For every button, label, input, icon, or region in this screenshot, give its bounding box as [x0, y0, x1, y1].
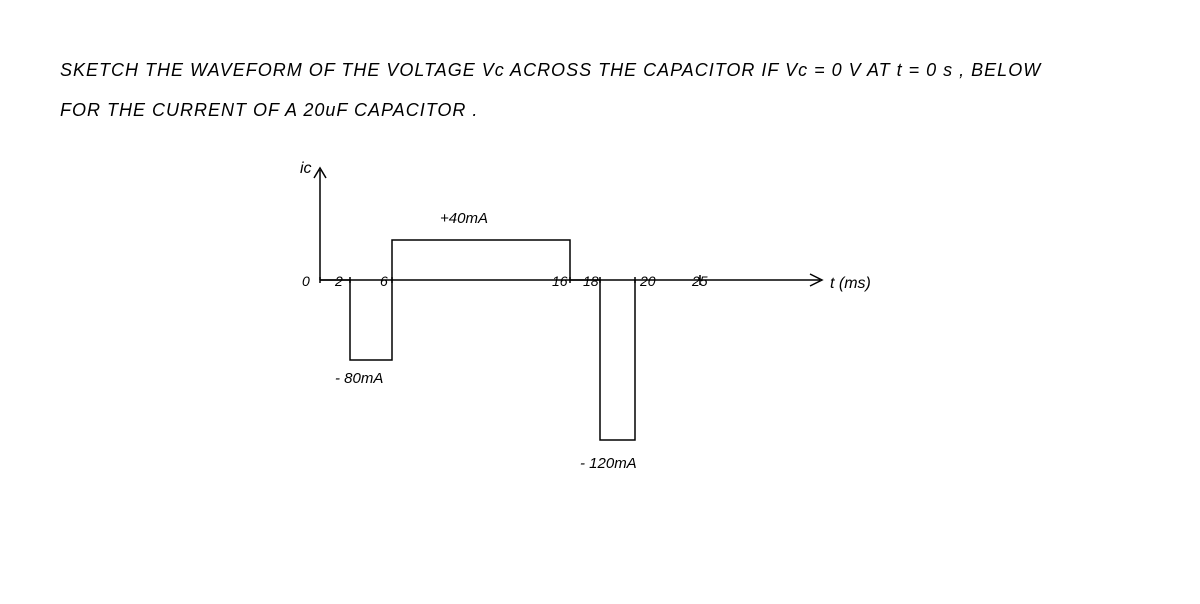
label-pos-40ma: +40mA [440, 210, 488, 227]
diagram-svg [280, 160, 930, 490]
waveform-diagram: ic t (ms) 0 2 6 16 18 20 25 +40mA - 80mA… [280, 160, 930, 490]
problem-line-2: FOR THE CURRENT OF A 20uF CAPACITOR . [60, 100, 478, 121]
tick-label-0: 0 [302, 273, 310, 289]
tick-label-2: 2 [335, 273, 343, 289]
tick-label-6: 6 [380, 273, 388, 289]
current-waveform [320, 240, 635, 440]
tick-label-18: 18 [583, 273, 599, 289]
problem-line-1: SKETCH THE WAVEFORM OF THE VOLTAGE Vc AC… [60, 60, 1041, 81]
y-axis-label: ic [300, 160, 312, 178]
tick-label-20: 20 [640, 273, 656, 289]
tick-label-16: 16 [552, 273, 568, 289]
label-neg-80ma: - 80mA [335, 370, 383, 387]
tick-label-25: 25 [692, 273, 708, 289]
x-axis-label: t (ms) [830, 275, 871, 293]
label-neg-120ma: - 120mA [580, 455, 637, 472]
